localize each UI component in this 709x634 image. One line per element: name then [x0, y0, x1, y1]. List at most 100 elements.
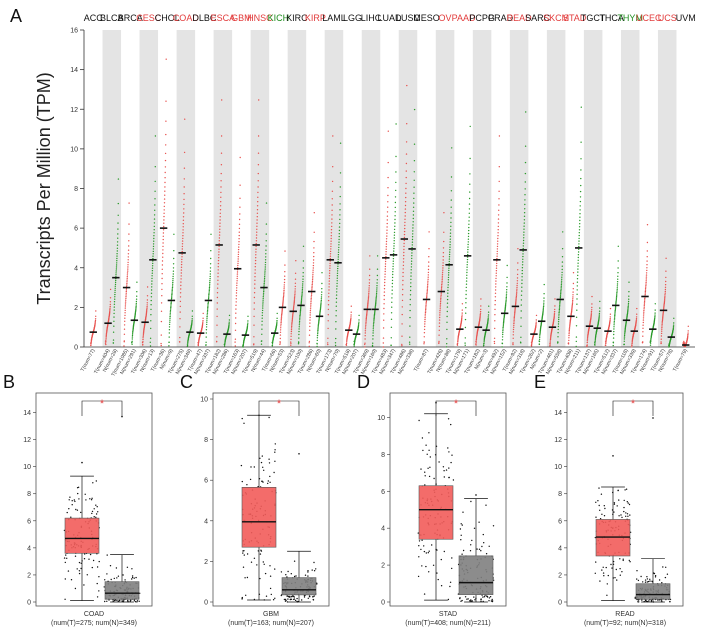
data-point — [197, 343, 200, 345]
jitter-point — [274, 460, 276, 462]
data-point — [308, 340, 311, 343]
data-point — [557, 328, 559, 331]
data-point — [114, 283, 117, 286]
data-point — [220, 186, 222, 188]
data-point — [329, 253, 332, 255]
jitter-point — [603, 575, 605, 577]
jitter-point — [63, 557, 66, 559]
data-point — [117, 202, 120, 205]
jitter-point — [274, 451, 276, 453]
scatter-series — [456, 303, 464, 346]
data-point — [116, 255, 118, 257]
data-point — [390, 326, 393, 328]
jitter-point — [250, 561, 253, 563]
data-point — [183, 151, 186, 154]
data-point — [501, 339, 504, 341]
jitter-point — [104, 579, 106, 581]
jitter-point — [75, 508, 77, 511]
data-point — [468, 220, 470, 222]
iqr-box — [104, 581, 140, 600]
data-point — [207, 305, 209, 307]
data-point — [171, 285, 174, 287]
data-point — [475, 344, 477, 346]
data-point — [180, 278, 182, 280]
scatter-series — [168, 233, 175, 347]
scatter-series — [160, 58, 167, 347]
jitter-point — [480, 550, 482, 552]
data-point — [238, 241, 240, 243]
data-point — [426, 295, 428, 297]
jitter-point — [283, 598, 286, 601]
data-point — [627, 307, 629, 309]
data-point — [479, 315, 481, 317]
jitter-point — [289, 598, 292, 601]
data-point — [523, 219, 526, 221]
data-point — [350, 318, 352, 321]
jitter-point — [89, 498, 91, 500]
data-point — [609, 316, 611, 318]
data-point — [442, 269, 444, 271]
data-point — [560, 292, 562, 295]
data-point — [337, 263, 339, 265]
data-point — [448, 258, 451, 260]
data-point — [320, 296, 323, 298]
data-point — [577, 262, 579, 264]
jitter-point — [70, 579, 73, 581]
data-point — [317, 333, 319, 335]
data-point — [308, 342, 310, 344]
data-point — [161, 264, 164, 266]
data-point — [383, 319, 385, 321]
data-point — [294, 285, 296, 288]
data-point — [216, 315, 218, 318]
cancer-label: HNSC — [247, 13, 273, 23]
data-point — [654, 316, 656, 318]
data-point — [132, 330, 134, 333]
data-point — [441, 279, 443, 281]
jitter-point — [250, 466, 252, 468]
data-point — [559, 295, 562, 297]
data-point — [386, 219, 388, 221]
data-point — [568, 329, 570, 332]
data-point — [449, 229, 452, 231]
scatter-series — [649, 303, 656, 346]
data-point — [237, 251, 240, 253]
data-point — [206, 312, 209, 314]
data-point — [521, 264, 524, 266]
data-point — [617, 267, 619, 269]
data-point — [180, 266, 183, 268]
data-point — [117, 237, 119, 239]
data-point — [497, 225, 499, 228]
data-point — [560, 282, 563, 284]
data-point — [449, 241, 451, 243]
data-point — [264, 270, 266, 272]
jitter-point — [78, 561, 81, 564]
jitter-point — [70, 516, 72, 518]
data-point — [457, 339, 459, 342]
data-point — [312, 259, 315, 261]
data-point — [116, 241, 119, 243]
data-point — [522, 247, 524, 250]
data-point — [206, 319, 208, 321]
data-point — [146, 302, 148, 304]
data-point — [376, 285, 378, 287]
data-point — [644, 288, 647, 290]
data-point — [367, 302, 369, 305]
data-point — [104, 342, 107, 344]
data-point — [282, 295, 285, 298]
data-point — [561, 256, 564, 258]
data-point — [384, 268, 386, 270]
data-point — [182, 223, 184, 225]
jitter-point — [133, 600, 136, 602]
data-point — [220, 135, 223, 137]
data-point — [506, 289, 508, 291]
data-point — [254, 272, 256, 274]
data-point — [372, 328, 374, 330]
data-point — [467, 251, 469, 253]
data-point — [559, 300, 561, 303]
cancer-label: LGG — [343, 13, 362, 23]
data-point — [614, 313, 616, 315]
data-point — [466, 261, 469, 263]
data-point — [412, 230, 414, 232]
data-point — [181, 258, 183, 261]
